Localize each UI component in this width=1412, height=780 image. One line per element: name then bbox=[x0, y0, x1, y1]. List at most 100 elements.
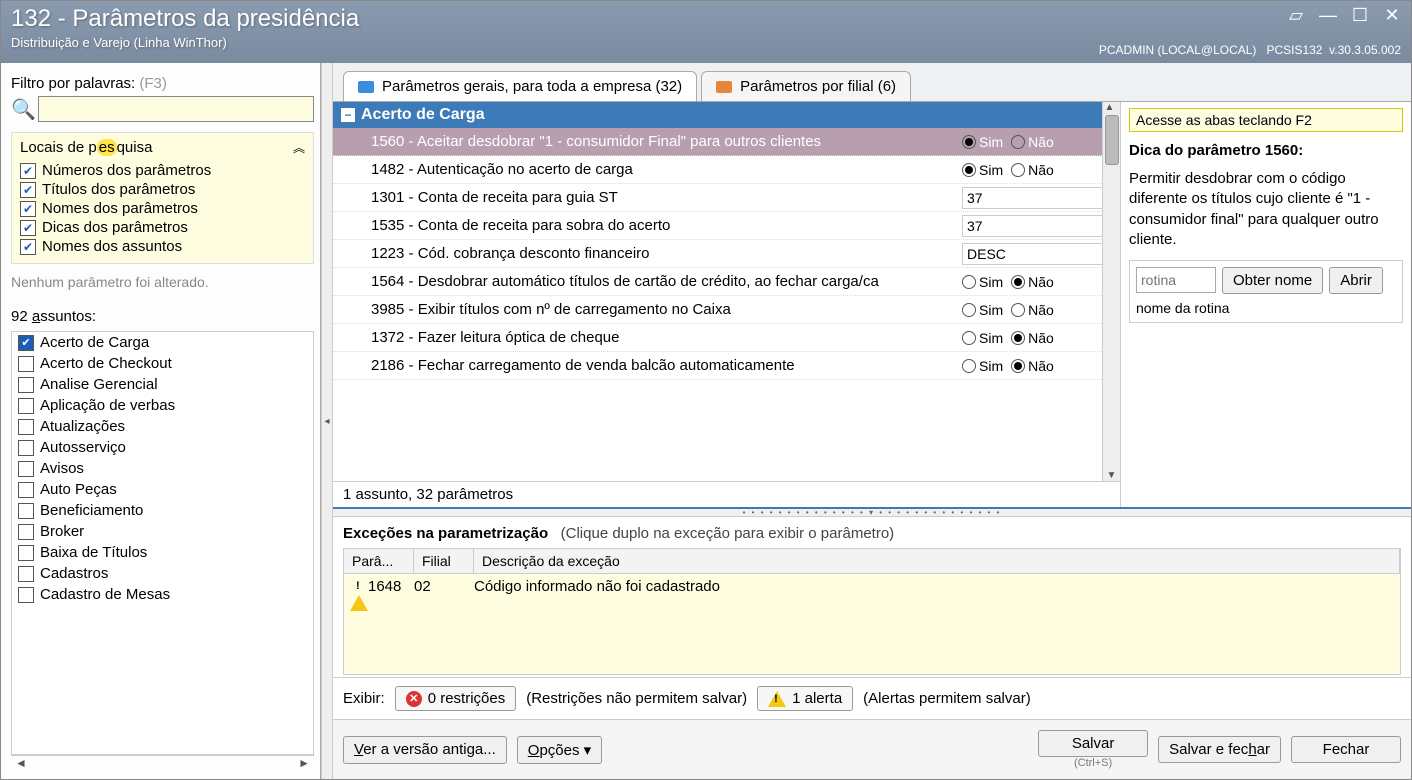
exceptions-table: Parâ... Filial Descrição da exceção 1648… bbox=[343, 548, 1401, 675]
search-location-checkbox[interactable]: ✔ Nomes dos assuntos bbox=[20, 238, 305, 255]
parameter-row[interactable]: 1560 - Aceitar desdobrar "1 - consumidor… bbox=[333, 128, 1102, 156]
search-location-checkbox[interactable]: ✔Títulos dos parâmetros bbox=[20, 181, 305, 198]
subject-item[interactable]: Atualizações bbox=[12, 416, 313, 437]
subject-item[interactable]: ✔Acerto de Carga bbox=[12, 332, 313, 353]
search-locations-box: Locais de pesquisa ︽ ✔Números dos parâme… bbox=[11, 132, 314, 264]
subject-item[interactable]: Beneficiamento bbox=[12, 500, 313, 521]
checkbox-icon bbox=[18, 524, 34, 540]
rotina-name-text: nome da rotina bbox=[1136, 300, 1396, 316]
param-value-input[interactable] bbox=[962, 187, 1102, 209]
folder-icon bbox=[358, 81, 374, 93]
panel-collapse-handle[interactable]: ◂ bbox=[321, 63, 333, 779]
checkbox-icon: ✔ bbox=[20, 163, 36, 179]
subject-name: Avisos bbox=[40, 460, 84, 477]
subject-item[interactable]: Aplicação de verbas bbox=[12, 395, 313, 416]
parameter-row[interactable]: 1535 - Conta de receita para sobra do ac… bbox=[333, 212, 1102, 240]
subject-item[interactable]: Baixa de Títulos bbox=[12, 542, 313, 563]
radio-nao[interactable]: Não bbox=[1011, 274, 1054, 290]
minimize-icon[interactable]: — bbox=[1317, 5, 1339, 26]
parameter-row[interactable]: 1301 - Conta de receita para guia ST⋯ bbox=[333, 184, 1102, 212]
radio-nao[interactable]: Não bbox=[1011, 358, 1054, 374]
subject-item[interactable]: Cadastros bbox=[12, 563, 313, 584]
filter-input[interactable] bbox=[38, 96, 314, 122]
radio-sim[interactable]: Sim bbox=[962, 134, 1003, 150]
col-desc[interactable]: Descrição da exceção bbox=[474, 549, 1400, 573]
obter-nome-button[interactable]: Obter nome bbox=[1222, 267, 1323, 294]
param-label: 1301 - Conta de receita para guia ST bbox=[333, 186, 962, 209]
subject-item[interactable]: Auto Peças bbox=[12, 479, 313, 500]
radio-sim[interactable]: Sim bbox=[962, 358, 1003, 374]
abrir-button[interactable]: Abrir bbox=[1329, 267, 1383, 294]
parameter-row[interactable]: 1482 - Autenticação no acerto de cargaSi… bbox=[333, 156, 1102, 184]
search-locations-title: Locais de pesquisa bbox=[20, 139, 152, 156]
checkbox-icon bbox=[18, 566, 34, 582]
tab-general-params[interactable]: Parâmetros gerais, para toda a empresa (… bbox=[343, 71, 697, 101]
vertical-scrollbar[interactable]: ▲ ▼ bbox=[1102, 102, 1120, 481]
exibir-bar: Exibir: ✕ 0 restrições (Restrições não p… bbox=[333, 677, 1411, 719]
error-icon: ✕ bbox=[406, 691, 422, 707]
parameter-row[interactable]: 1223 - Cód. cobrança desconto financeiro… bbox=[333, 240, 1102, 268]
param-value-input[interactable] bbox=[962, 243, 1102, 265]
parameter-row[interactable]: 1372 - Fazer leitura óptica de chequeSim… bbox=[333, 324, 1102, 352]
tip-title: Dica do parâmetro 1560: bbox=[1129, 142, 1403, 159]
parameter-row[interactable]: 1564 - Desdobrar automático títulos de c… bbox=[333, 268, 1102, 296]
tip-panel: Acesse as abas teclando F2 Dica do parâm… bbox=[1121, 102, 1411, 507]
search-location-checkbox[interactable]: ✔Nomes dos parâmetros bbox=[20, 200, 305, 217]
checkbox-label: Dicas dos parâmetros bbox=[42, 219, 188, 236]
param-label: 3985 - Exibir títulos com nº de carregam… bbox=[333, 298, 962, 321]
subject-item[interactable]: Broker bbox=[12, 521, 313, 542]
checkbox-icon bbox=[18, 482, 34, 498]
param-value-input[interactable] bbox=[962, 215, 1102, 237]
radio-sim[interactable]: Sim bbox=[962, 162, 1003, 178]
checkbox-icon bbox=[18, 356, 34, 372]
radio-nao[interactable]: Não bbox=[1011, 302, 1054, 318]
subject-item[interactable]: Cadastro de Mesas bbox=[12, 584, 313, 605]
radio-sim[interactable]: Sim bbox=[962, 302, 1003, 318]
salvar-shortcut: (Ctrl+S) bbox=[1074, 757, 1112, 769]
subject-item[interactable]: Acerto de Checkout bbox=[12, 353, 313, 374]
parameters-table: − Acerto de Carga 1560 - Aceitar desdobr… bbox=[333, 102, 1102, 481]
opcoes-button[interactable]: Opções ▾ bbox=[517, 736, 602, 764]
restore-icon[interactable]: ▱ bbox=[1285, 5, 1307, 26]
restricoes-pill[interactable]: ✕ 0 restrições bbox=[395, 686, 517, 711]
exception-filial: 02 bbox=[414, 578, 474, 595]
subject-item[interactable]: Avisos bbox=[12, 458, 313, 479]
horizontal-scrollbar[interactable]: ◄► bbox=[11, 755, 314, 773]
rotina-input[interactable] bbox=[1136, 267, 1216, 293]
subject-name: Baixa de Títulos bbox=[40, 544, 147, 561]
alerta-pill[interactable]: 1 alerta bbox=[757, 686, 853, 711]
collapse-group-icon[interactable]: − bbox=[341, 108, 355, 122]
radio-sim[interactable]: Sim bbox=[962, 330, 1003, 346]
checkbox-label: Nomes dos parâmetros bbox=[42, 200, 198, 217]
col-para[interactable]: Parâ... bbox=[344, 549, 414, 573]
radio-nao[interactable]: Não bbox=[1011, 330, 1054, 346]
radio-nao[interactable]: Não bbox=[1011, 134, 1054, 150]
maximize-icon[interactable]: ☐ bbox=[1349, 5, 1371, 26]
parameter-row[interactable]: 3985 - Exibir títulos com nº de carregam… bbox=[333, 296, 1102, 324]
fechar-button[interactable]: Fechar bbox=[1291, 736, 1401, 763]
filter-label: Filtro por palavras: (F3) bbox=[11, 75, 314, 92]
search-location-checkbox[interactable]: ✔Números dos parâmetros bbox=[20, 162, 305, 179]
subjects-list[interactable]: ✔Acerto de CargaAcerto de CheckoutAnalis… bbox=[11, 331, 314, 755]
parameter-row[interactable]: 2186 - Fechar carregamento de venda balc… bbox=[333, 352, 1102, 380]
salvar-button[interactable]: Salvar bbox=[1038, 730, 1148, 757]
subject-item[interactable]: Analise Gerencial bbox=[12, 374, 313, 395]
radio-sim[interactable]: Sim bbox=[962, 274, 1003, 290]
checkbox-icon: ✔ bbox=[20, 239, 36, 255]
subjects-label: 92 assuntos: bbox=[11, 308, 314, 325]
col-filial[interactable]: Filial bbox=[414, 549, 474, 573]
exception-row[interactable]: 164802Código informado não foi cadastrad… bbox=[344, 574, 1400, 599]
param-label: 2186 - Fechar carregamento de venda balc… bbox=[333, 354, 962, 377]
salvar-fechar-button[interactable]: Salvar e fechar bbox=[1158, 736, 1281, 763]
group-header[interactable]: − Acerto de Carga bbox=[333, 102, 1102, 128]
close-icon[interactable]: ✕ bbox=[1381, 5, 1403, 26]
ver-versao-antiga-button[interactable]: Ver a versão antiga... bbox=[343, 736, 507, 764]
left-panel: Filtro por palavras: (F3) 🔍 Locais de pe… bbox=[1, 63, 321, 779]
checkbox-label: Nomes dos assuntos bbox=[42, 238, 182, 255]
tab-branch-params[interactable]: Parâmetros por filial (6) bbox=[701, 71, 911, 101]
collapse-icon[interactable]: ︽ bbox=[293, 139, 305, 156]
search-location-checkbox[interactable]: ✔Dicas dos parâmetros bbox=[20, 219, 305, 236]
horizontal-splitter[interactable]: • • • • • • • • • • • • • • ▾ • • • • • … bbox=[333, 507, 1411, 517]
subject-item[interactable]: Autosserviço bbox=[12, 437, 313, 458]
radio-nao[interactable]: Não bbox=[1011, 162, 1054, 178]
